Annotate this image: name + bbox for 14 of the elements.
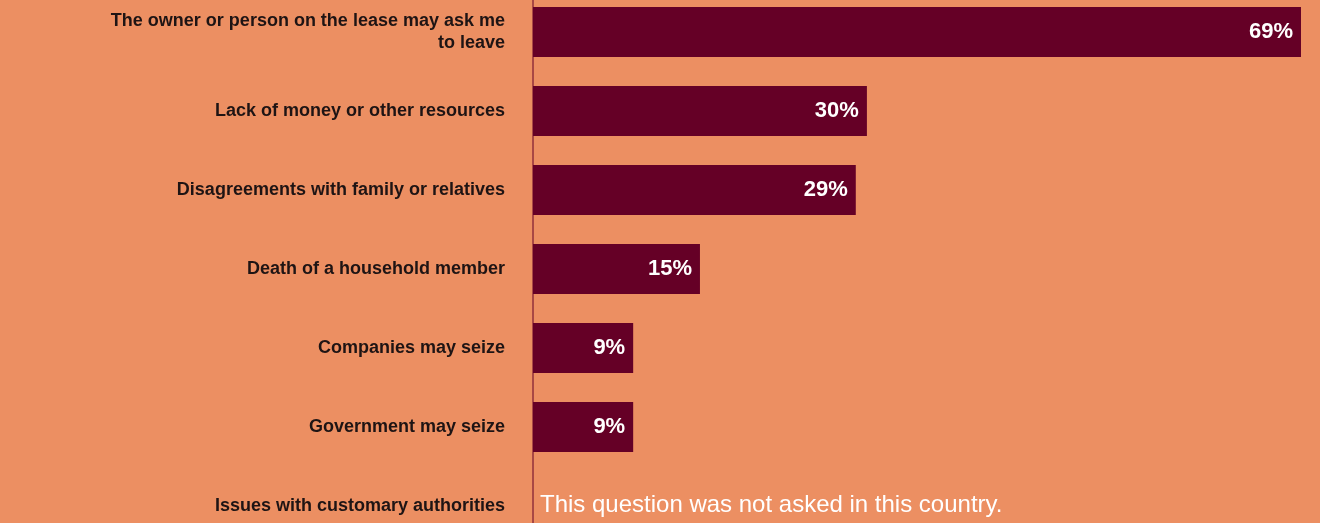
data-label: 69%: [1248, 17, 1293, 43]
data-label: 15%: [647, 254, 692, 280]
data-label: 30%: [814, 96, 859, 122]
y-tick-label: Government may seize: [308, 415, 505, 436]
y-tick-label: Issues with customary authorities: [214, 494, 505, 515]
annotation: This question was not asked in this country.: [540, 489, 1003, 518]
y-tick-label: Companies may seize: [317, 336, 505, 357]
data-label: 9%: [593, 412, 626, 438]
y-tick-label: Disagreements with family or relatives: [176, 178, 505, 199]
y-tick-label: Death of a household member: [246, 257, 505, 278]
y-tick-label: The owner or person on the lease may ask me to leave: [110, 9, 505, 52]
data-label: 29%: [803, 175, 848, 201]
data-label: 9%: [593, 333, 626, 359]
y-tick-label: Lack of money or other resources: [214, 99, 505, 120]
